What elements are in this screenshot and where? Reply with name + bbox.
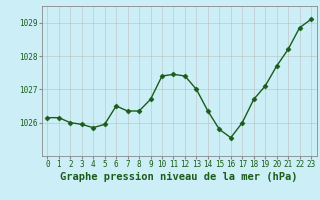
X-axis label: Graphe pression niveau de la mer (hPa): Graphe pression niveau de la mer (hPa) (60, 172, 298, 182)
